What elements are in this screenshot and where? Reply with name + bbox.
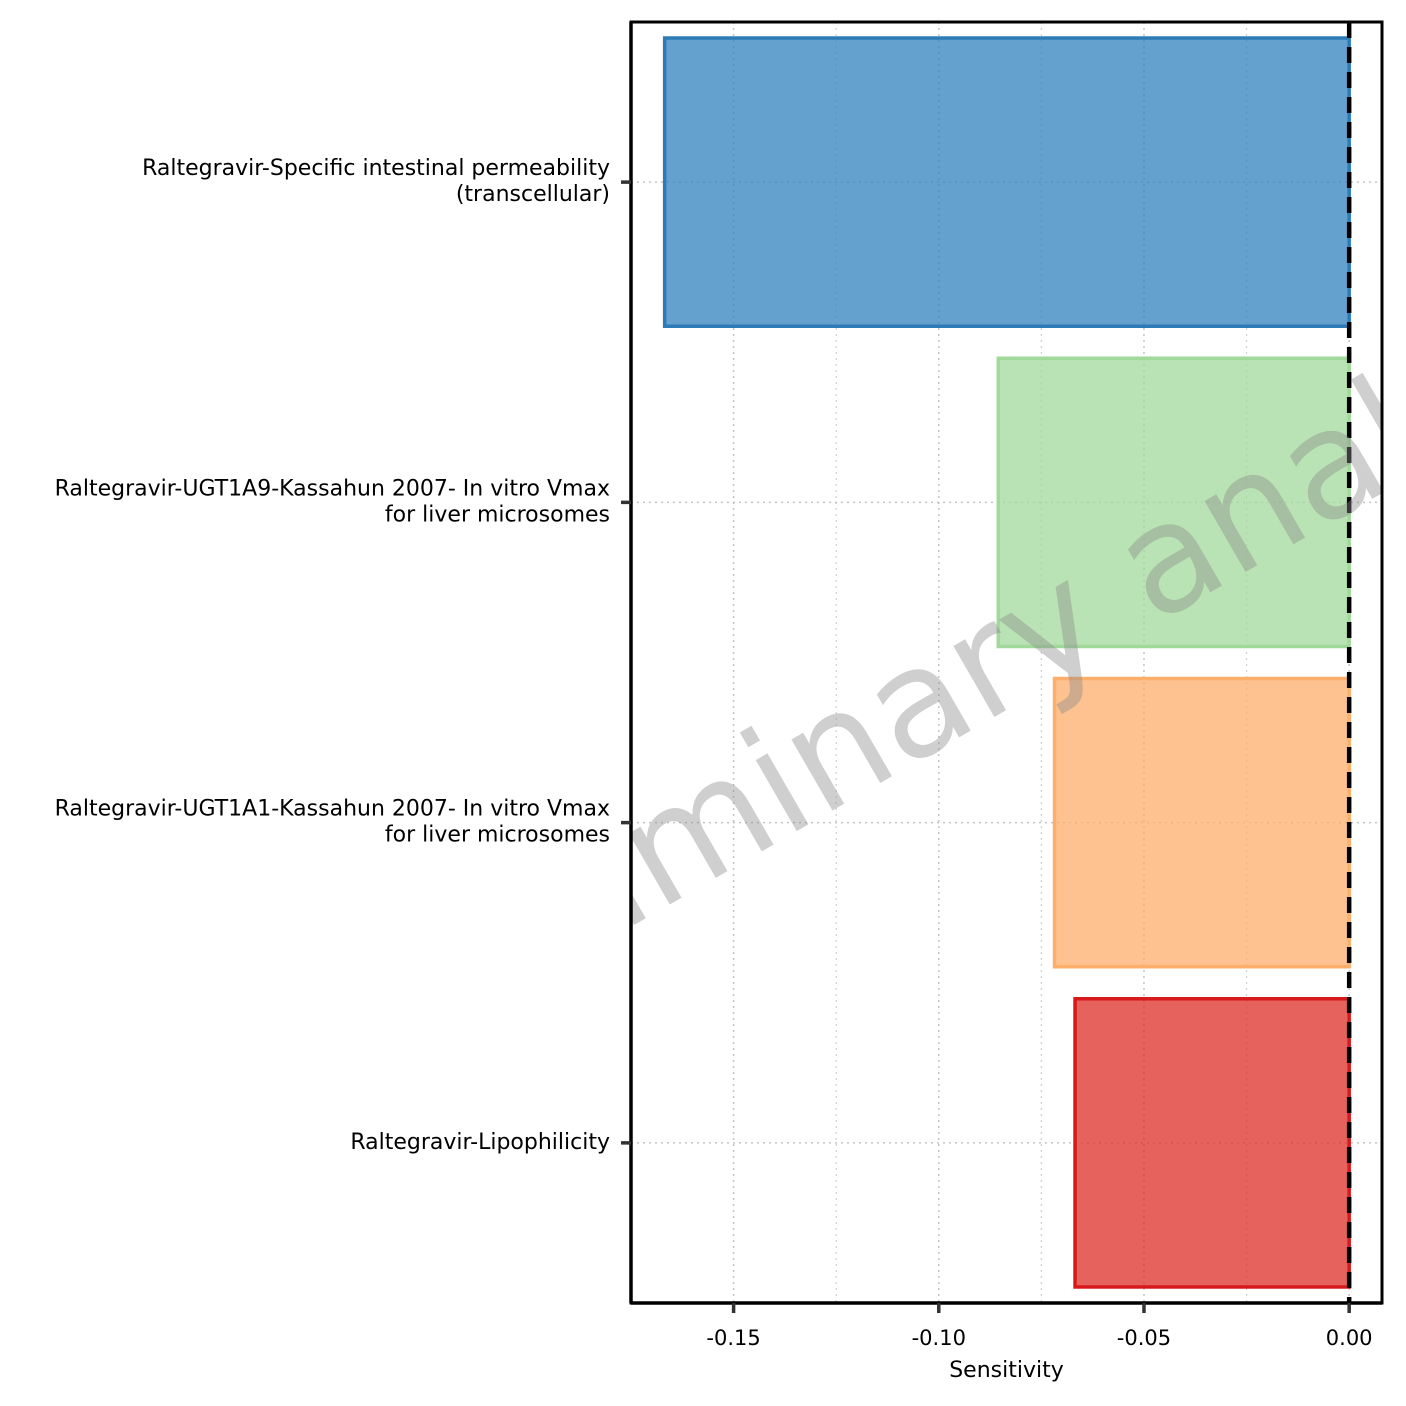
- bar: [662, 36, 1351, 328]
- x-tick-label: -0.15: [706, 1326, 760, 1350]
- x-axis-title: Sensitivity: [949, 1358, 1064, 1383]
- x-axis-ticks: -0.15 -0.10 -0.05 0.00: [706, 1303, 1373, 1350]
- x-tick-label: -0.10: [912, 1326, 966, 1350]
- x-tick-label: 0.00: [1326, 1326, 1373, 1350]
- category-label: Raltegravir-UGT1A9-Kassahun 2007- In vit…: [55, 476, 610, 527]
- x-tick-label: -0.05: [1117, 1326, 1171, 1350]
- y-axis-ticks: Raltegravir-Specific intestinal permeabi…: [55, 156, 631, 1155]
- bar: [1052, 676, 1351, 969]
- category-label-line: Raltegravir-UGT1A9-Kassahun 2007- In vit…: [55, 476, 610, 501]
- category-label-line: for liver microsomes: [385, 823, 610, 848]
- bars: [662, 36, 1351, 1289]
- category-label: Raltegravir-UGT1A1-Kassahun 2007- In vit…: [55, 797, 610, 848]
- category-label-line: (transcellular): [456, 182, 610, 207]
- category-label: Raltegravir-Specific intestinal permeabi…: [142, 156, 610, 207]
- category-label-line: Raltegravir-Lipophilicity: [350, 1130, 610, 1155]
- category-label: Raltegravir-Lipophilicity: [350, 1130, 610, 1155]
- category-label-line: Raltegravir-UGT1A1-Kassahun 2007- In vit…: [55, 797, 610, 822]
- category-label-line: for liver microsomes: [385, 502, 610, 527]
- category-label-line: Raltegravir-Specific intestinal permeabi…: [142, 156, 610, 181]
- bar: [1073, 997, 1351, 1289]
- bar: [996, 356, 1351, 649]
